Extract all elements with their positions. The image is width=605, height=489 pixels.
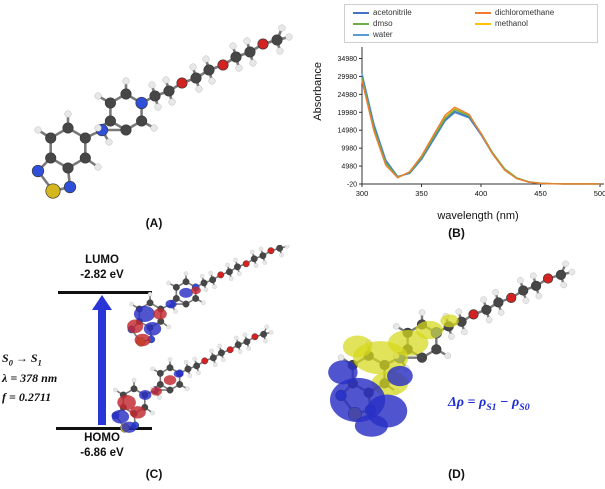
x-tick-label: 300 <box>356 189 369 198</box>
series-water <box>361 73 600 185</box>
homo-energy: -6.86 eV <box>80 446 124 459</box>
y-tick-label: 24980 <box>338 92 358 99</box>
panel-a-label: (A) <box>145 216 163 230</box>
series-dichloromethane <box>361 80 600 185</box>
transition-arrow-head-icon <box>92 295 112 310</box>
orbital-isosurfaces-figure <box>111 245 290 433</box>
legend-swatch <box>475 22 491 25</box>
homo-title: HOMO <box>84 432 120 444</box>
legend-label: acetonitrile <box>373 8 412 17</box>
density-difference-label: Δρ = ρS1 − ρS0 <box>448 395 530 413</box>
legend-item-methanol: methanol <box>475 19 593 28</box>
legend-label: dmso <box>373 19 393 28</box>
transition-arrow-stem <box>98 309 106 425</box>
panel-d-label: (D) <box>448 467 465 481</box>
x-tick-label: 500 <box>594 189 605 198</box>
series-methanol <box>361 79 600 185</box>
lumo-energy: -2.82 eV <box>80 268 124 281</box>
legend-swatch <box>475 11 491 14</box>
oscillator-strength-label: f = 0.2711 <box>2 390 52 404</box>
x-axis-title: wavelength (nm) <box>437 210 519 222</box>
legend-item-water: water <box>353 30 471 39</box>
legend-label: dichloromethane <box>495 8 555 17</box>
y-tick-label: 29980 <box>338 74 358 81</box>
x-tick-label: 350 <box>415 189 428 198</box>
y-tick-label: 9980 <box>341 146 357 153</box>
lumo-title: LUMO <box>85 254 119 266</box>
legend-swatch <box>353 11 369 14</box>
panel-c-label: (C) <box>145 467 163 481</box>
legend-swatch <box>353 22 369 25</box>
panel-c: LUMO -2.82 eV S0 → S1 λ = 378 nm f = 0.2… <box>0 245 308 489</box>
panel-b-label: (B) <box>448 226 465 240</box>
lambda-label: λ = 378 nm <box>2 371 58 386</box>
y-tick-label: 19980 <box>338 110 358 117</box>
panel-d: Δρ = ρS1 − ρS0 (D) <box>308 245 605 489</box>
transition-label: S0 → S1 <box>2 351 42 368</box>
legend-item-dichloromethane: dichloromethane <box>475 8 593 17</box>
homo-label: HOMO -6.86 eV <box>52 431 152 461</box>
x-tick-label: 400 <box>475 189 488 198</box>
chart-legend: acetonitrile dichloromethane dmso methanol w… <box>344 4 598 43</box>
molecule-structure-figure <box>31 24 293 199</box>
homo-level-line <box>56 427 152 430</box>
y-tick-label: -20 <box>347 182 357 189</box>
legend-item-acetonitrile: acetonitrile <box>353 8 471 17</box>
legend-item-dmso: dmso <box>353 19 471 28</box>
panel-b: acetonitrile dichloromethane dmso methanol w… <box>308 0 605 242</box>
y-tick-label: 14980 <box>338 128 358 135</box>
x-tick-label: 450 <box>534 189 547 198</box>
y-tick-label: 34980 <box>338 56 358 63</box>
series-dmso <box>361 77 600 185</box>
density-difference-figure <box>328 260 576 437</box>
transition-text: S0 → S1 λ = 378 nm f = 0.2711 <box>2 349 94 407</box>
legend-swatch <box>353 33 369 36</box>
legend-label: water <box>373 30 393 39</box>
panel-a: (A) <box>0 0 308 242</box>
y-tick-label: 4980 <box>341 164 357 171</box>
lumo-label: LUMO -2.82 eV <box>52 253 152 283</box>
lumo-level-line <box>58 291 152 294</box>
series-acetonitrile <box>361 75 600 185</box>
legend-label: methanol <box>495 19 528 28</box>
